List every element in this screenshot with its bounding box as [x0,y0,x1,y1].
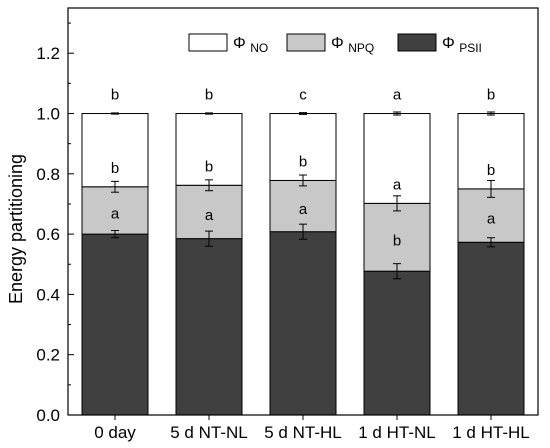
axes: 0 day 5 d NT-NL 5 d NT-HL 1 d HT-NL 1 d HT-H… [36,7,539,442]
legend-label-no: Φ NO [233,35,268,55]
x-tick-label-1: 0 day [94,423,136,442]
significance-letters-layer: a b b a b b a b c b a a a b b [111,87,496,250]
bar-segment-npq-4 [363,202,431,272]
x-tick-label-4: 1 d HT-NL [358,423,435,442]
bars-layer [81,113,525,416]
significance-letter-psii-1: a [111,205,120,222]
significance-letter-no-1: b [111,87,119,104]
y-tick-label: 1.2 [36,44,60,63]
bar-segment-psii-2 [175,238,243,416]
significance-letter-no-4: a [393,87,402,104]
bar-segment-psii-1 [81,233,149,416]
y-tick-label: 1.0 [36,105,60,124]
y-tick-label: 0.0 [36,406,60,425]
bar-segment-psii-5 [457,241,525,416]
y-tick-label: 0.4 [36,285,60,304]
x-tick-label-5: 1 d HT-HL [452,423,529,442]
plot-frame [67,7,539,416]
significance-letter-npq-4: a [393,176,402,193]
significance-letter-npq-5: b [487,162,495,179]
significance-letter-npq-1: b [111,160,119,177]
significance-letter-psii-3: a [299,201,308,218]
bar-segment-psii-4 [363,270,431,416]
bar-segment-no-2 [175,113,243,186]
significance-letter-psii-5: a [487,211,496,228]
significance-letter-psii-2: a [205,207,214,224]
bar-segment-psii-3 [269,231,337,416]
significance-letter-no-3: c [299,87,307,104]
legend-swatch-no [188,33,228,52]
significance-letter-no-5: b [487,87,495,104]
legend: Φ NO Φ NPQ Φ PSII [188,33,482,55]
significance-letter-psii-4: b [393,232,401,249]
bar-segment-npq-3 [269,179,337,233]
significance-letter-npq-2: b [205,158,213,175]
legend-swatch-npq [286,33,326,52]
bar-segment-npq-1 [81,186,149,235]
bar-segment-no-5 [457,113,525,190]
x-tick-label-2: 5 d NT-NL [170,423,247,442]
y-tick-label: 0.2 [36,346,60,365]
x-tick-label-3: 5 d NT-HL [264,423,341,442]
legend-label-psii: Φ PSII [442,35,482,55]
legend-label-npq: Φ NPQ [331,35,374,55]
error-bars-layer [111,111,495,280]
significance-letter-npq-3: b [299,153,307,170]
bar-segment-no-4 [363,113,431,204]
y-tick-label: 0.8 [36,165,60,184]
legend-swatch-psii [397,33,437,52]
y-axis-title: Energy partitioning [6,154,26,304]
y-tick-label: 0.6 [36,225,60,244]
significance-letter-no-2: b [205,87,213,104]
